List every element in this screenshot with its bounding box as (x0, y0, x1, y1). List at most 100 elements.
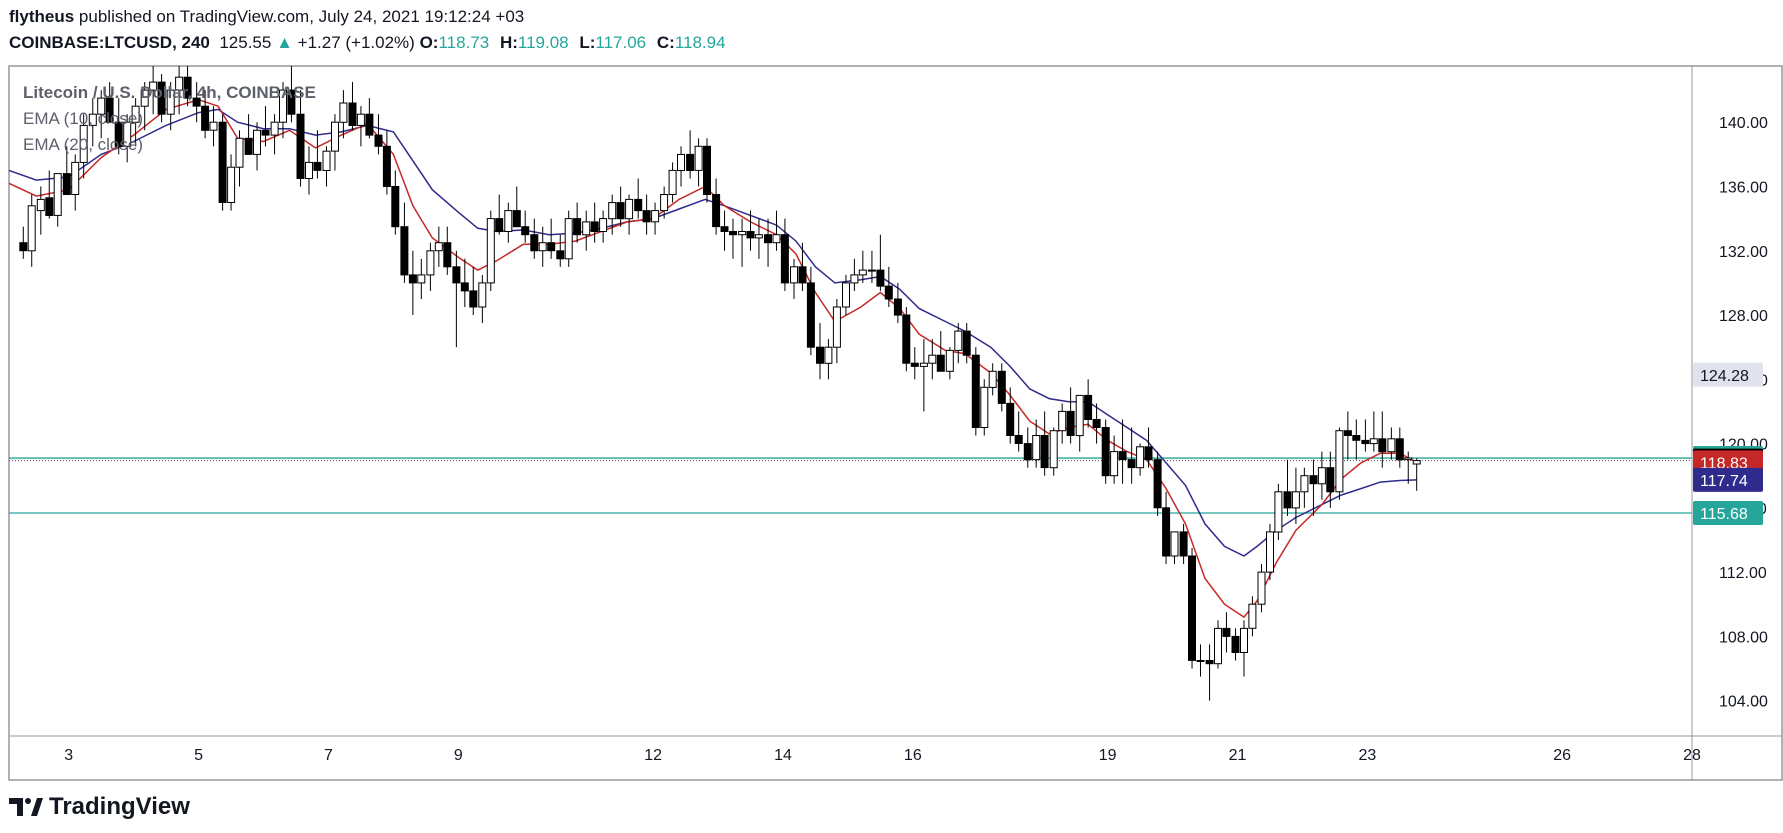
candle (1266, 523, 1274, 581)
candle (910, 347, 919, 380)
candle (400, 202, 409, 283)
candle (408, 250, 417, 316)
candle (149, 66, 158, 115)
candle-body (296, 113, 305, 179)
candle (625, 194, 634, 235)
candle (876, 234, 885, 291)
candle (1153, 451, 1162, 516)
open-value: 118.73 (438, 33, 490, 52)
candle-body (356, 113, 365, 126)
candle (919, 339, 928, 412)
candle-body (1110, 451, 1119, 477)
candle-body (1214, 627, 1222, 665)
symbol-line: COINBASE:LTCUSD, 240 125.55 ▲ +1.27 (+1.… (9, 33, 732, 53)
candle (634, 178, 643, 219)
x-tick-label: 12 (644, 747, 662, 764)
candle-body (1144, 446, 1153, 461)
candle-body (175, 76, 184, 91)
candle (313, 130, 322, 179)
candle-body (1231, 635, 1240, 654)
candle-body (997, 370, 1006, 404)
candle (720, 210, 729, 251)
candle-body (1170, 531, 1179, 557)
candle (443, 226, 452, 275)
candle (694, 138, 703, 187)
candle-body (824, 346, 833, 364)
candle-body (634, 198, 643, 212)
candle-body (910, 362, 919, 367)
candle (1222, 612, 1231, 653)
candle-body (149, 81, 158, 91)
candle (434, 226, 443, 267)
candle (478, 274, 487, 324)
candle (772, 210, 781, 251)
candle-body (495, 218, 504, 233)
candle-body (452, 266, 461, 284)
candle-body (850, 274, 859, 284)
candle-body (365, 113, 374, 136)
candle (53, 173, 62, 227)
candle (175, 66, 184, 115)
candle-body (1066, 410, 1075, 436)
candle-body (1196, 660, 1205, 662)
candle (183, 66, 192, 107)
candle (261, 106, 270, 147)
candle-body (547, 242, 556, 252)
candle (832, 298, 841, 364)
candle (1014, 411, 1023, 452)
candle (1387, 427, 1396, 460)
close-value: 118.94 (674, 33, 726, 52)
x-tick-label: 16 (904, 747, 922, 764)
candle-body (1291, 491, 1300, 509)
candle (590, 202, 599, 243)
high-label: H: (499, 33, 518, 52)
candle-body (988, 370, 997, 388)
chart-border (8, 65, 1783, 781)
candle-body (651, 210, 660, 223)
candle-body (1309, 475, 1318, 485)
candle-body (1361, 439, 1370, 445)
candle-body (1369, 438, 1378, 445)
candle (218, 114, 227, 211)
candle (1343, 411, 1352, 460)
candle (1404, 451, 1413, 484)
candle (62, 146, 71, 196)
candle-body (1092, 419, 1101, 428)
candle-body (209, 121, 218, 131)
candle-body (884, 285, 893, 300)
candle (556, 234, 565, 267)
x-tick-label: 3 (64, 747, 73, 764)
candle-body (720, 226, 729, 232)
candle-body (1118, 451, 1127, 461)
candle-body (261, 129, 270, 136)
legend-ema-10[interactable]: EMA (10, close) (23, 109, 143, 128)
candle-body (183, 76, 192, 99)
candle (469, 266, 478, 316)
candle (988, 363, 997, 396)
candle-body (1352, 435, 1361, 441)
legend-ema-20[interactable]: EMA (20, close) (23, 135, 143, 154)
candle-body (625, 198, 634, 220)
candle (1049, 427, 1058, 476)
candle (27, 194, 36, 267)
open-label: O: (419, 33, 439, 52)
candle-body (936, 354, 945, 372)
candle-body (322, 150, 331, 171)
author-name[interactable]: flytheus (9, 7, 75, 26)
candle (339, 90, 348, 139)
candle-body (131, 105, 140, 123)
symbol-name: COINBASE:LTCUSD, 240 (9, 33, 210, 52)
tradingview-logo[interactable]: TradingView (9, 793, 190, 821)
candle (686, 130, 695, 179)
candle (1214, 620, 1222, 669)
price-label-bg (1693, 500, 1763, 525)
candle-body (832, 306, 841, 348)
candle-body (616, 202, 625, 220)
candle (1066, 387, 1075, 444)
candle-body (971, 354, 980, 429)
candle (244, 114, 253, 155)
candle-body (400, 226, 409, 276)
candle (928, 339, 937, 380)
candle-body (1283, 491, 1292, 509)
